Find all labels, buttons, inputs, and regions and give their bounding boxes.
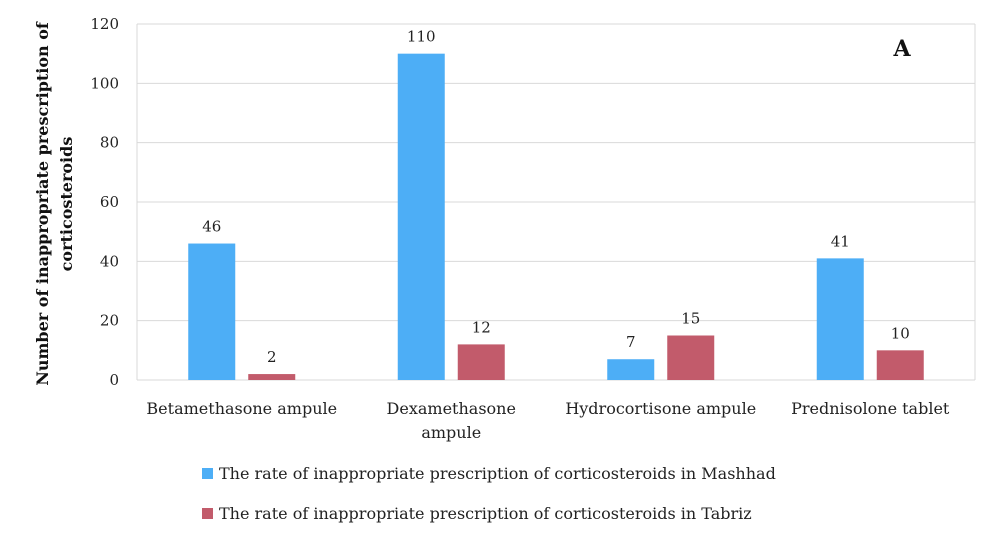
y-tick-label: 0 [109,371,119,389]
data-label: 7 [626,333,636,351]
data-label: 46 [202,218,221,236]
bar-series-2 [457,344,505,380]
bars [188,53,924,381]
legend-swatch [202,468,213,479]
bar-series-1 [188,243,236,380]
y-axis-title: Number of inappropriate prescription of c… [33,21,76,386]
bar-series-1 [397,53,445,381]
bar-series-2 [876,350,924,380]
y-tick-label: 20 [100,312,119,330]
data-label: 12 [472,318,491,336]
bar-series-2 [248,374,296,380]
x-category-label: Betamethasone ampule [146,399,337,418]
bar-series-2 [667,335,715,380]
x-category-label: ampule [421,423,481,442]
data-labels: 46 2 110 12 7 15 41 10 [202,28,910,366]
legend: The rate of inappropriate prescription o… [202,464,776,523]
y-tick-label: 100 [90,74,119,92]
y-axis-title-line: corticosteroids [57,137,76,272]
gridlines [136,23,976,381]
x-category-label: Dexamethasone [387,399,516,418]
data-label: 110 [407,28,436,46]
data-label: 15 [681,310,700,328]
y-tick-label: 40 [100,252,119,270]
legend-label: The rate of inappropriate prescription o… [219,504,752,523]
panel-label: A [892,36,911,62]
x-category-label: Prednisolone tablet [791,399,950,418]
data-label: 2 [267,348,277,366]
data-label: 10 [891,324,910,342]
legend-label: The rate of inappropriate prescription o… [219,464,776,483]
bar-series-1 [607,359,655,380]
y-tick-label: 120 [90,15,119,33]
data-label: 41 [831,232,850,250]
x-category-label: Hydrocortisone ampule [565,399,756,418]
y-axis: 0 20 40 60 80 100 120 [90,15,119,389]
y-tick-label: 80 [100,134,119,152]
x-axis-categories: Betamethasone ampule Dexamethasone ampule H… [146,399,950,442]
bar-series-1 [816,258,864,380]
y-tick-label: 60 [100,193,119,211]
legend-swatch [202,508,213,519]
y-axis-title-line: Number of inappropriate prescription of [33,21,52,386]
